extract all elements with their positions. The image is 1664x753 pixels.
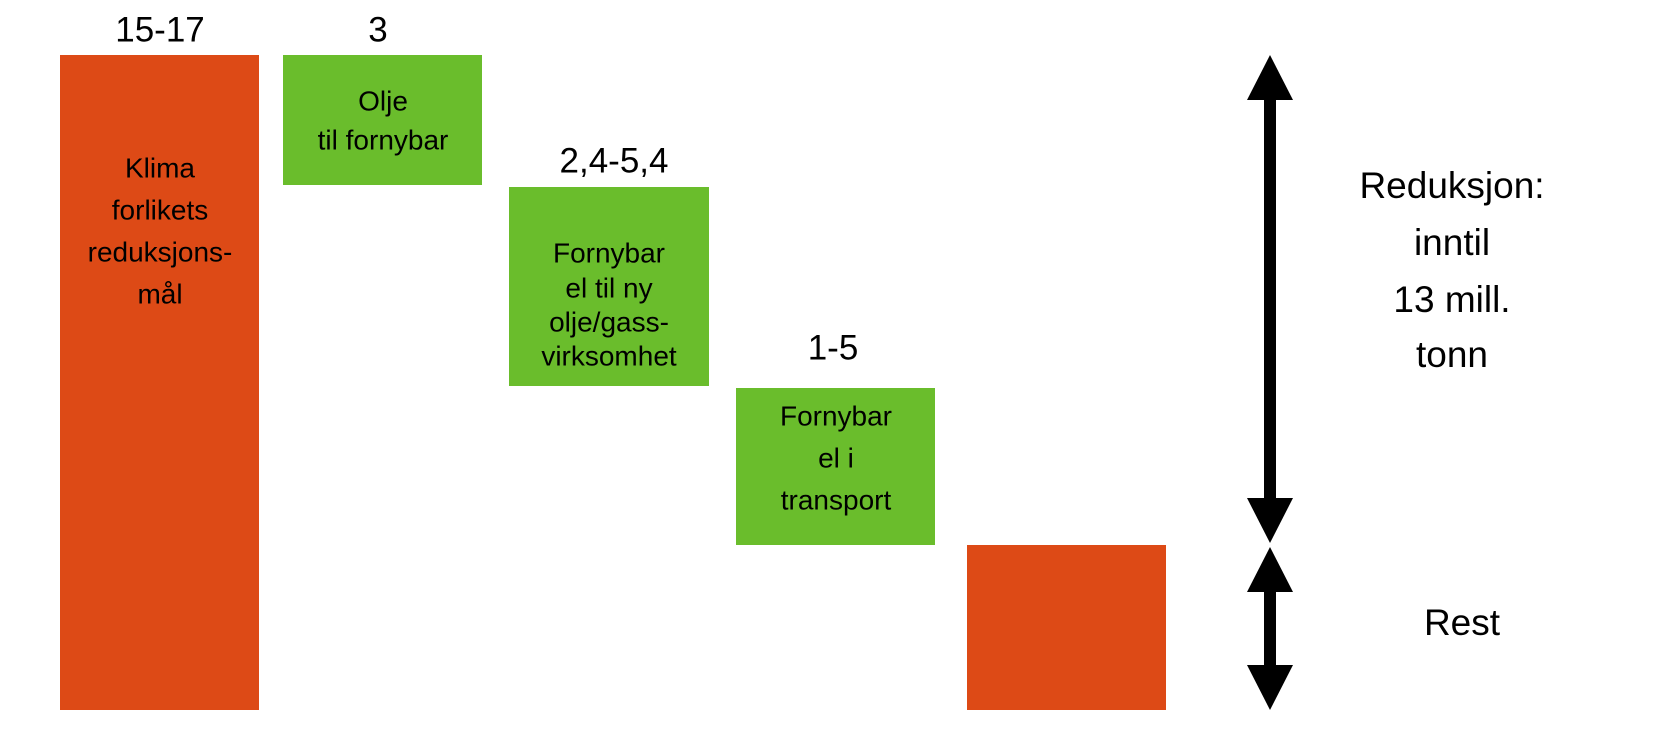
- block-text: transport: [781, 484, 892, 515]
- arrow-text: inntil: [1414, 222, 1490, 263]
- reduction-block: [509, 187, 709, 386]
- arrow-reduction: [1247, 55, 1293, 543]
- arrow-rest: [1247, 547, 1293, 710]
- block-text: mål: [137, 278, 182, 309]
- block-text: til fornybar: [318, 124, 449, 155]
- block-text: Fornybar: [553, 237, 665, 268]
- block-text: Fornybar: [780, 400, 892, 431]
- value-label: 2,4-5,4: [560, 141, 669, 180]
- reduction-block: [283, 55, 482, 185]
- block-text: reduksjons-: [88, 236, 233, 267]
- value-label: 3: [368, 10, 387, 49]
- block-text: Klima: [125, 152, 195, 183]
- block-text: el i: [818, 442, 854, 473]
- block-text: forlikets: [112, 194, 208, 225]
- block-text: el til ny: [565, 272, 652, 303]
- arrow-text: Reduksjon:: [1359, 165, 1544, 206]
- value-label: 1-5: [808, 328, 859, 367]
- rest-bar: [967, 545, 1166, 710]
- arrow-text: 13 mill.: [1393, 279, 1510, 320]
- block-text: olje/gass-: [549, 306, 669, 337]
- block-text: virksomhet: [541, 340, 677, 371]
- target-bar: [60, 55, 259, 710]
- block-text: Olje: [358, 85, 408, 116]
- arrow-text: tonn: [1416, 334, 1488, 375]
- reduction-block: [736, 388, 935, 545]
- value-label: 15-17: [115, 10, 205, 49]
- arrow-text: Rest: [1424, 602, 1501, 643]
